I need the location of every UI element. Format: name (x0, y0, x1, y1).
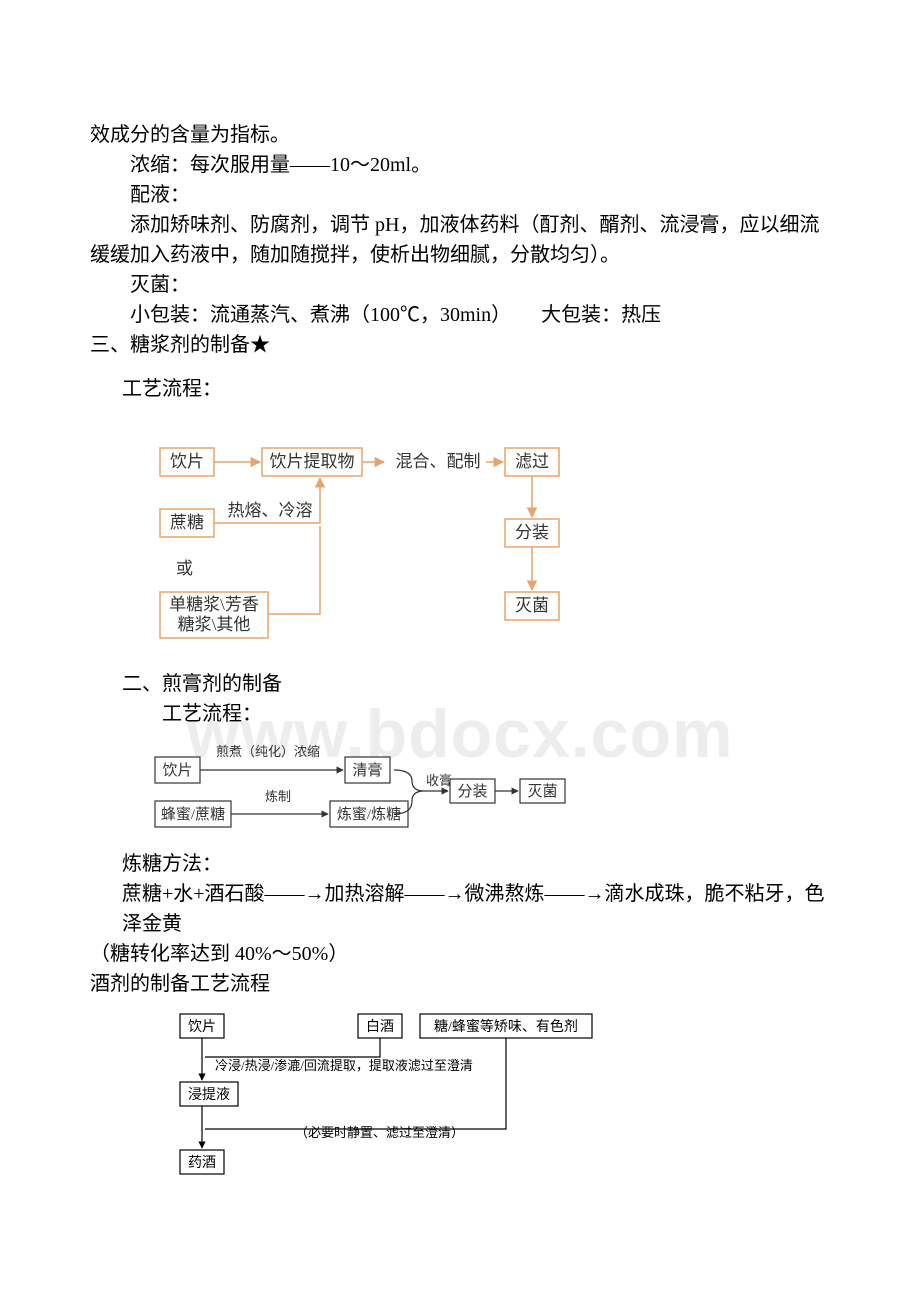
diagram-title: 工艺流程： (122, 699, 830, 729)
svg-text:灭菌: 灭菌 (515, 596, 549, 615)
svg-text:单糖浆\芳香: 单糖浆\芳香 (169, 595, 259, 614)
svg-text:（必要时静置、滤过至澄清）: （必要时静置、滤过至澄清） (295, 1125, 464, 1140)
svg-text:冷浸/热浸/渗漉/回流提取，提取液滤过至澄清: 冷浸/热浸/渗漉/回流提取，提取液滤过至澄清 (215, 1058, 473, 1073)
svg-text:药酒: 药酒 (188, 1155, 216, 1171)
paragraph: 灭菌： (90, 270, 830, 300)
svg-text:或: 或 (176, 559, 193, 578)
syrup-flowchart: 饮片 饮片提取物 混合、配制 滤过 蔗糖 热熔、冷溶 或 单糖浆\芳香 糖浆\其… (150, 414, 830, 649)
svg-text:蜂蜜/蔗糖: 蜂蜜/蔗糖 (161, 806, 225, 823)
section-heading: 二、煎膏剂的制备 (122, 669, 830, 699)
svg-text:饮片: 饮片 (162, 762, 192, 779)
paragraph: （糖转化率达到 40%～50%） (90, 939, 830, 969)
diagram-title: 工艺流程： (122, 374, 830, 404)
svg-text:收膏: 收膏 (426, 773, 452, 788)
svg-text:饮片提取物: 饮片提取物 (270, 452, 355, 471)
svg-text:煎煮（纯化）浓缩: 煎煮（纯化）浓缩 (216, 744, 320, 759)
svg-text:饮片: 饮片 (170, 452, 204, 471)
paragraph: 效成分的含量为指标。 (90, 120, 830, 150)
wine-flowchart: 饮片 白酒 糖/蜂蜜等矫味、有色剂 冷浸/热浸/渗漉/回流提取，提取液滤过至澄清… (150, 1009, 830, 1189)
svg-text:糖/蜂蜜等矫味、有色剂: 糖/蜂蜜等矫味、有色剂 (434, 1018, 578, 1035)
document-content: 效成分的含量为指标。 浓缩：每次服用量——10～20ml。 配液： 添加矫味剂、… (90, 120, 830, 1189)
svg-text:糖浆\其他: 糖浆\其他 (178, 615, 251, 634)
svg-text:白酒: 白酒 (366, 1019, 394, 1035)
svg-text:混合、配制: 混合、配制 (396, 452, 481, 471)
section-heading: 三、糖浆剂的制备★ (90, 330, 830, 360)
section-heading: 酒剂的制备工艺流程 (90, 969, 830, 999)
svg-text:分装: 分装 (457, 783, 487, 800)
svg-text:灭菌: 灭菌 (527, 783, 557, 800)
paragraph: 炼糖方法： (122, 849, 830, 879)
svg-text:蔗糖: 蔗糖 (170, 513, 204, 532)
paragraph: 添加矫味剂、防腐剂，调节 pH，加液体药料（酊剂、醑剂、流浸膏，应以细流缓缓加入… (90, 210, 830, 270)
svg-text:滤过: 滤过 (515, 452, 549, 471)
svg-text:炼制: 炼制 (265, 789, 291, 804)
paragraph: 浓缩：每次服用量——10～20ml。 (90, 150, 830, 180)
svg-text:浸提液: 浸提液 (188, 1087, 230, 1103)
svg-text:热熔、冷溶: 热熔、冷溶 (228, 501, 313, 520)
paragraph: 小包装：流通蒸汽、煮沸（100℃，30min） 大包装：热压 (90, 300, 830, 330)
svg-text:炼蜜/炼糖: 炼蜜/炼糖 (337, 806, 401, 823)
paragraph: 蔗糖+水+酒石酸——→加热溶解——→微沸熬炼——→滴水成珠，脆不粘牙，色泽金黄 (122, 879, 830, 939)
svg-text:饮片: 饮片 (188, 1019, 216, 1035)
svg-text:分装: 分装 (515, 523, 549, 542)
paragraph: 配液： (90, 180, 830, 210)
decoction-flowchart: 饮片 煎煮（纯化）浓缩 清膏 蜂蜜/蔗糖 炼制 炼蜜/炼糖 收膏 分装 (150, 739, 830, 839)
svg-text:清膏: 清膏 (352, 762, 382, 779)
